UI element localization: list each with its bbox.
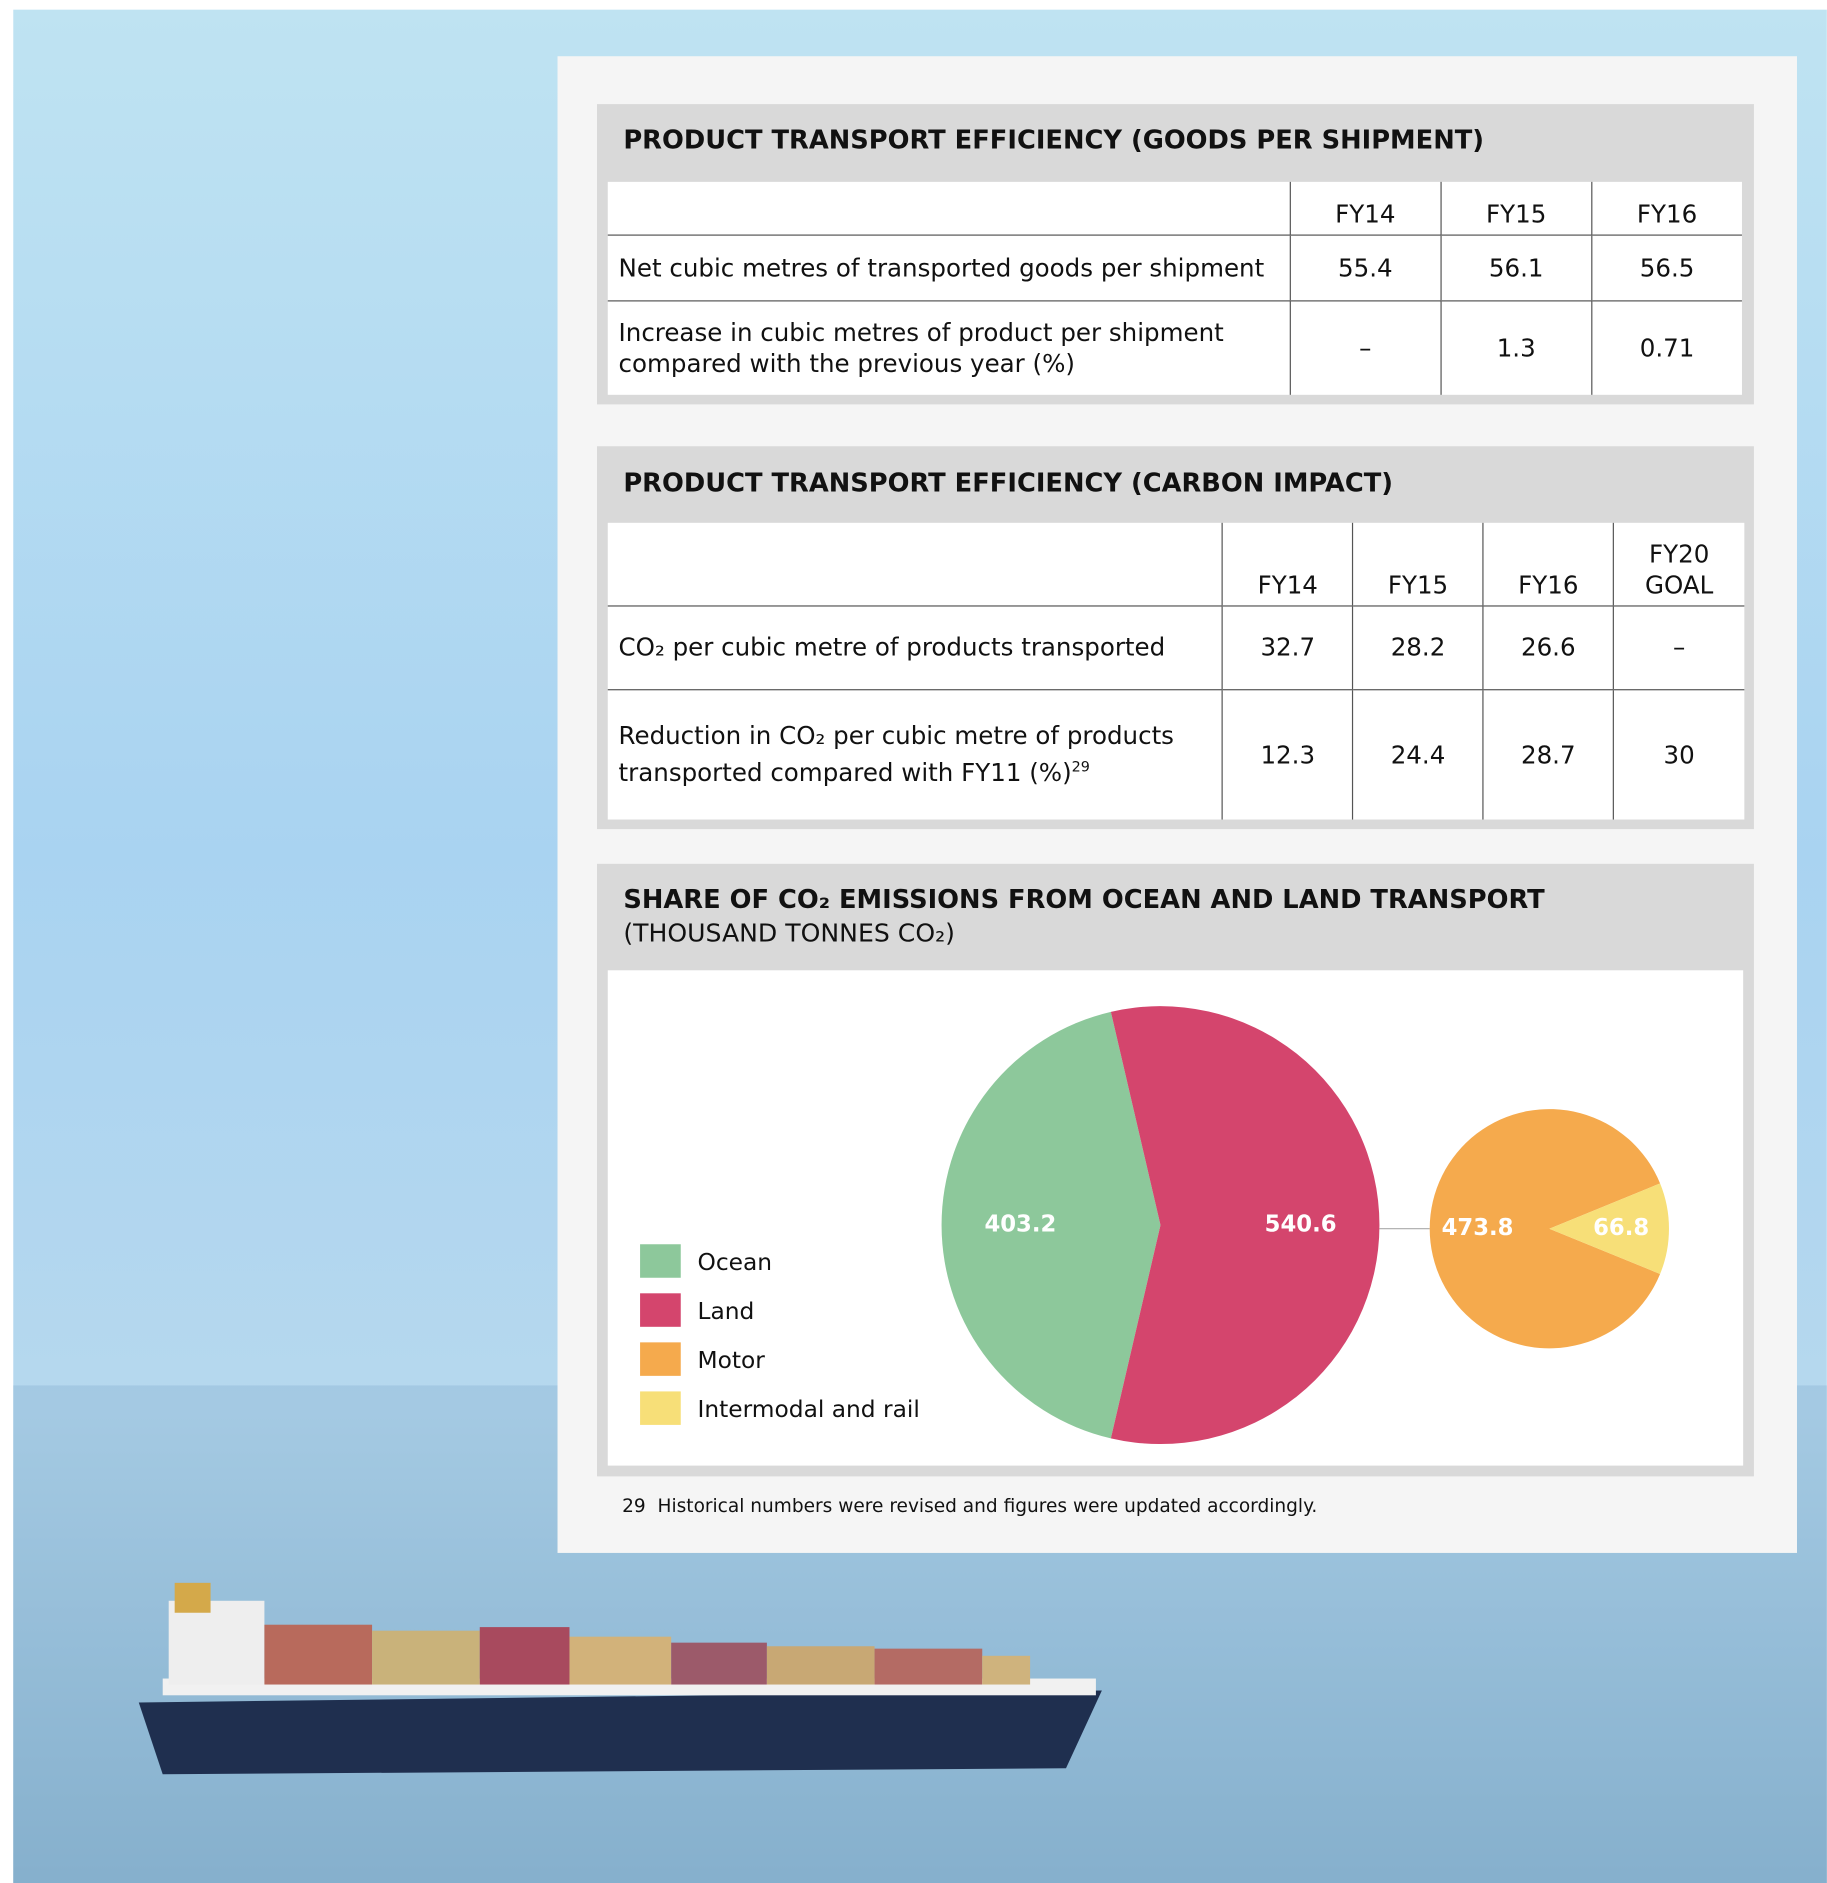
value-cell: 56.5 bbox=[1592, 234, 1742, 300]
value-cell: 32.7 bbox=[1223, 605, 1353, 689]
table-card: PRODUCT TRANSPORT EFFICIENCY (CARBON IMP… bbox=[597, 446, 1754, 829]
slice-label: 540.6 bbox=[1265, 1212, 1337, 1238]
column-header: FY16 bbox=[1592, 182, 1742, 235]
chart-area: 403.2 540.6 473.8 66.8 Ocean Land Motor Intermo… bbox=[608, 970, 1743, 1465]
chart-title: SHARE OF CO₂ EMISSIONS FROM OCEAN AND LA… bbox=[623, 885, 1544, 915]
legend-swatch bbox=[640, 1391, 681, 1424]
legend-label: Ocean bbox=[698, 1249, 773, 1276]
slice-label: 473.8 bbox=[1442, 1215, 1514, 1241]
value-cell: – bbox=[1613, 605, 1744, 689]
header-cell bbox=[608, 523, 1223, 606]
footnote-number: 29 bbox=[622, 1496, 646, 1518]
value-cell: 24.4 bbox=[1353, 689, 1483, 819]
chart: 403.2 540.6 473.8 66.8 Ocean Land Motor Intermo… bbox=[608, 970, 1743, 1465]
page: PRODUCT TRANSPORT EFFICIENCY (GOODS PER … bbox=[0, 0, 1827, 1883]
table-row: Increase in cubic metres of product per … bbox=[608, 300, 1742, 395]
row-label: Increase in cubic metres of product per … bbox=[619, 318, 1224, 378]
table-row: Net cubic metres of transported goods pe… bbox=[608, 234, 1742, 300]
value-cell: 26.6 bbox=[1483, 605, 1613, 689]
row-label: CO₂ per cubic metre of products transpor… bbox=[619, 633, 1166, 662]
table-title: PRODUCT TRANSPORT EFFICIENCY (CARBON IMP… bbox=[623, 469, 1393, 499]
row-label-cell: Net cubic metres of transported goods pe… bbox=[608, 234, 1290, 300]
column-header: FY15 bbox=[1353, 523, 1483, 606]
slice-label: 403.2 bbox=[984, 1212, 1056, 1238]
legend-label: Intermodal and rail bbox=[698, 1396, 920, 1423]
value-cell: 56.1 bbox=[1441, 234, 1592, 300]
legend-label: Motor bbox=[698, 1347, 766, 1374]
value-cell: 28.7 bbox=[1483, 689, 1613, 819]
legend-swatch bbox=[640, 1342, 681, 1375]
legend-swatch bbox=[640, 1293, 681, 1326]
table-row: Reduction in CO₂ per cubic metre of prod… bbox=[608, 689, 1745, 819]
value-cell: 30 bbox=[1613, 689, 1744, 819]
slice-label: 66.8 bbox=[1593, 1215, 1649, 1241]
legend-label: Land bbox=[698, 1298, 755, 1325]
column-header: FY14 bbox=[1223, 523, 1353, 606]
row-label-cell: CO₂ per cubic metre of products transpor… bbox=[608, 605, 1223, 689]
row-label-cell: Increase in cubic metres of product per … bbox=[608, 300, 1290, 395]
value-cell: 0.71 bbox=[1592, 300, 1742, 395]
column-header: FY16 bbox=[1483, 523, 1613, 606]
footnote: 29 Historical numbers were revised and f… bbox=[622, 1496, 1317, 1518]
column-header: FY14 bbox=[1290, 182, 1441, 235]
footnote-ref: 29 bbox=[1072, 759, 1090, 776]
chart-card: SHARE OF CO₂ EMISSIONS FROM OCEAN AND LA… bbox=[597, 864, 1754, 1477]
legend-swatch bbox=[640, 1244, 681, 1277]
value-cell: – bbox=[1290, 300, 1441, 395]
chart-subtitle: (THOUSAND TONNES CO₂) bbox=[623, 919, 955, 948]
row-label-cell: Reduction in CO₂ per cubic metre of prod… bbox=[608, 689, 1223, 819]
value-cell: 1.3 bbox=[1441, 300, 1592, 395]
value-cell: 12.3 bbox=[1223, 689, 1353, 819]
row-label: Net cubic metres of transported goods pe… bbox=[619, 253, 1265, 282]
column-header: FY15 bbox=[1441, 182, 1592, 235]
footnote-text: Historical numbers were revised and figu… bbox=[658, 1496, 1318, 1518]
report-page: PRODUCT TRANSPORT EFFICIENCY (GOODS PER … bbox=[0, 0, 1827, 1883]
value-cell: 55.4 bbox=[1290, 234, 1441, 300]
row-label: Reduction in CO₂ per cubic metre of prod… bbox=[619, 722, 1174, 788]
header-cell bbox=[608, 182, 1290, 235]
column-header: FY20 GOAL bbox=[1613, 523, 1744, 606]
value-cell: 28.2 bbox=[1353, 605, 1483, 689]
table-title: PRODUCT TRANSPORT EFFICIENCY (GOODS PER … bbox=[623, 126, 1484, 156]
table-card: PRODUCT TRANSPORT EFFICIENCY (GOODS PER … bbox=[597, 104, 1754, 404]
table-row: CO₂ per cubic metre of products transpor… bbox=[608, 605, 1745, 689]
